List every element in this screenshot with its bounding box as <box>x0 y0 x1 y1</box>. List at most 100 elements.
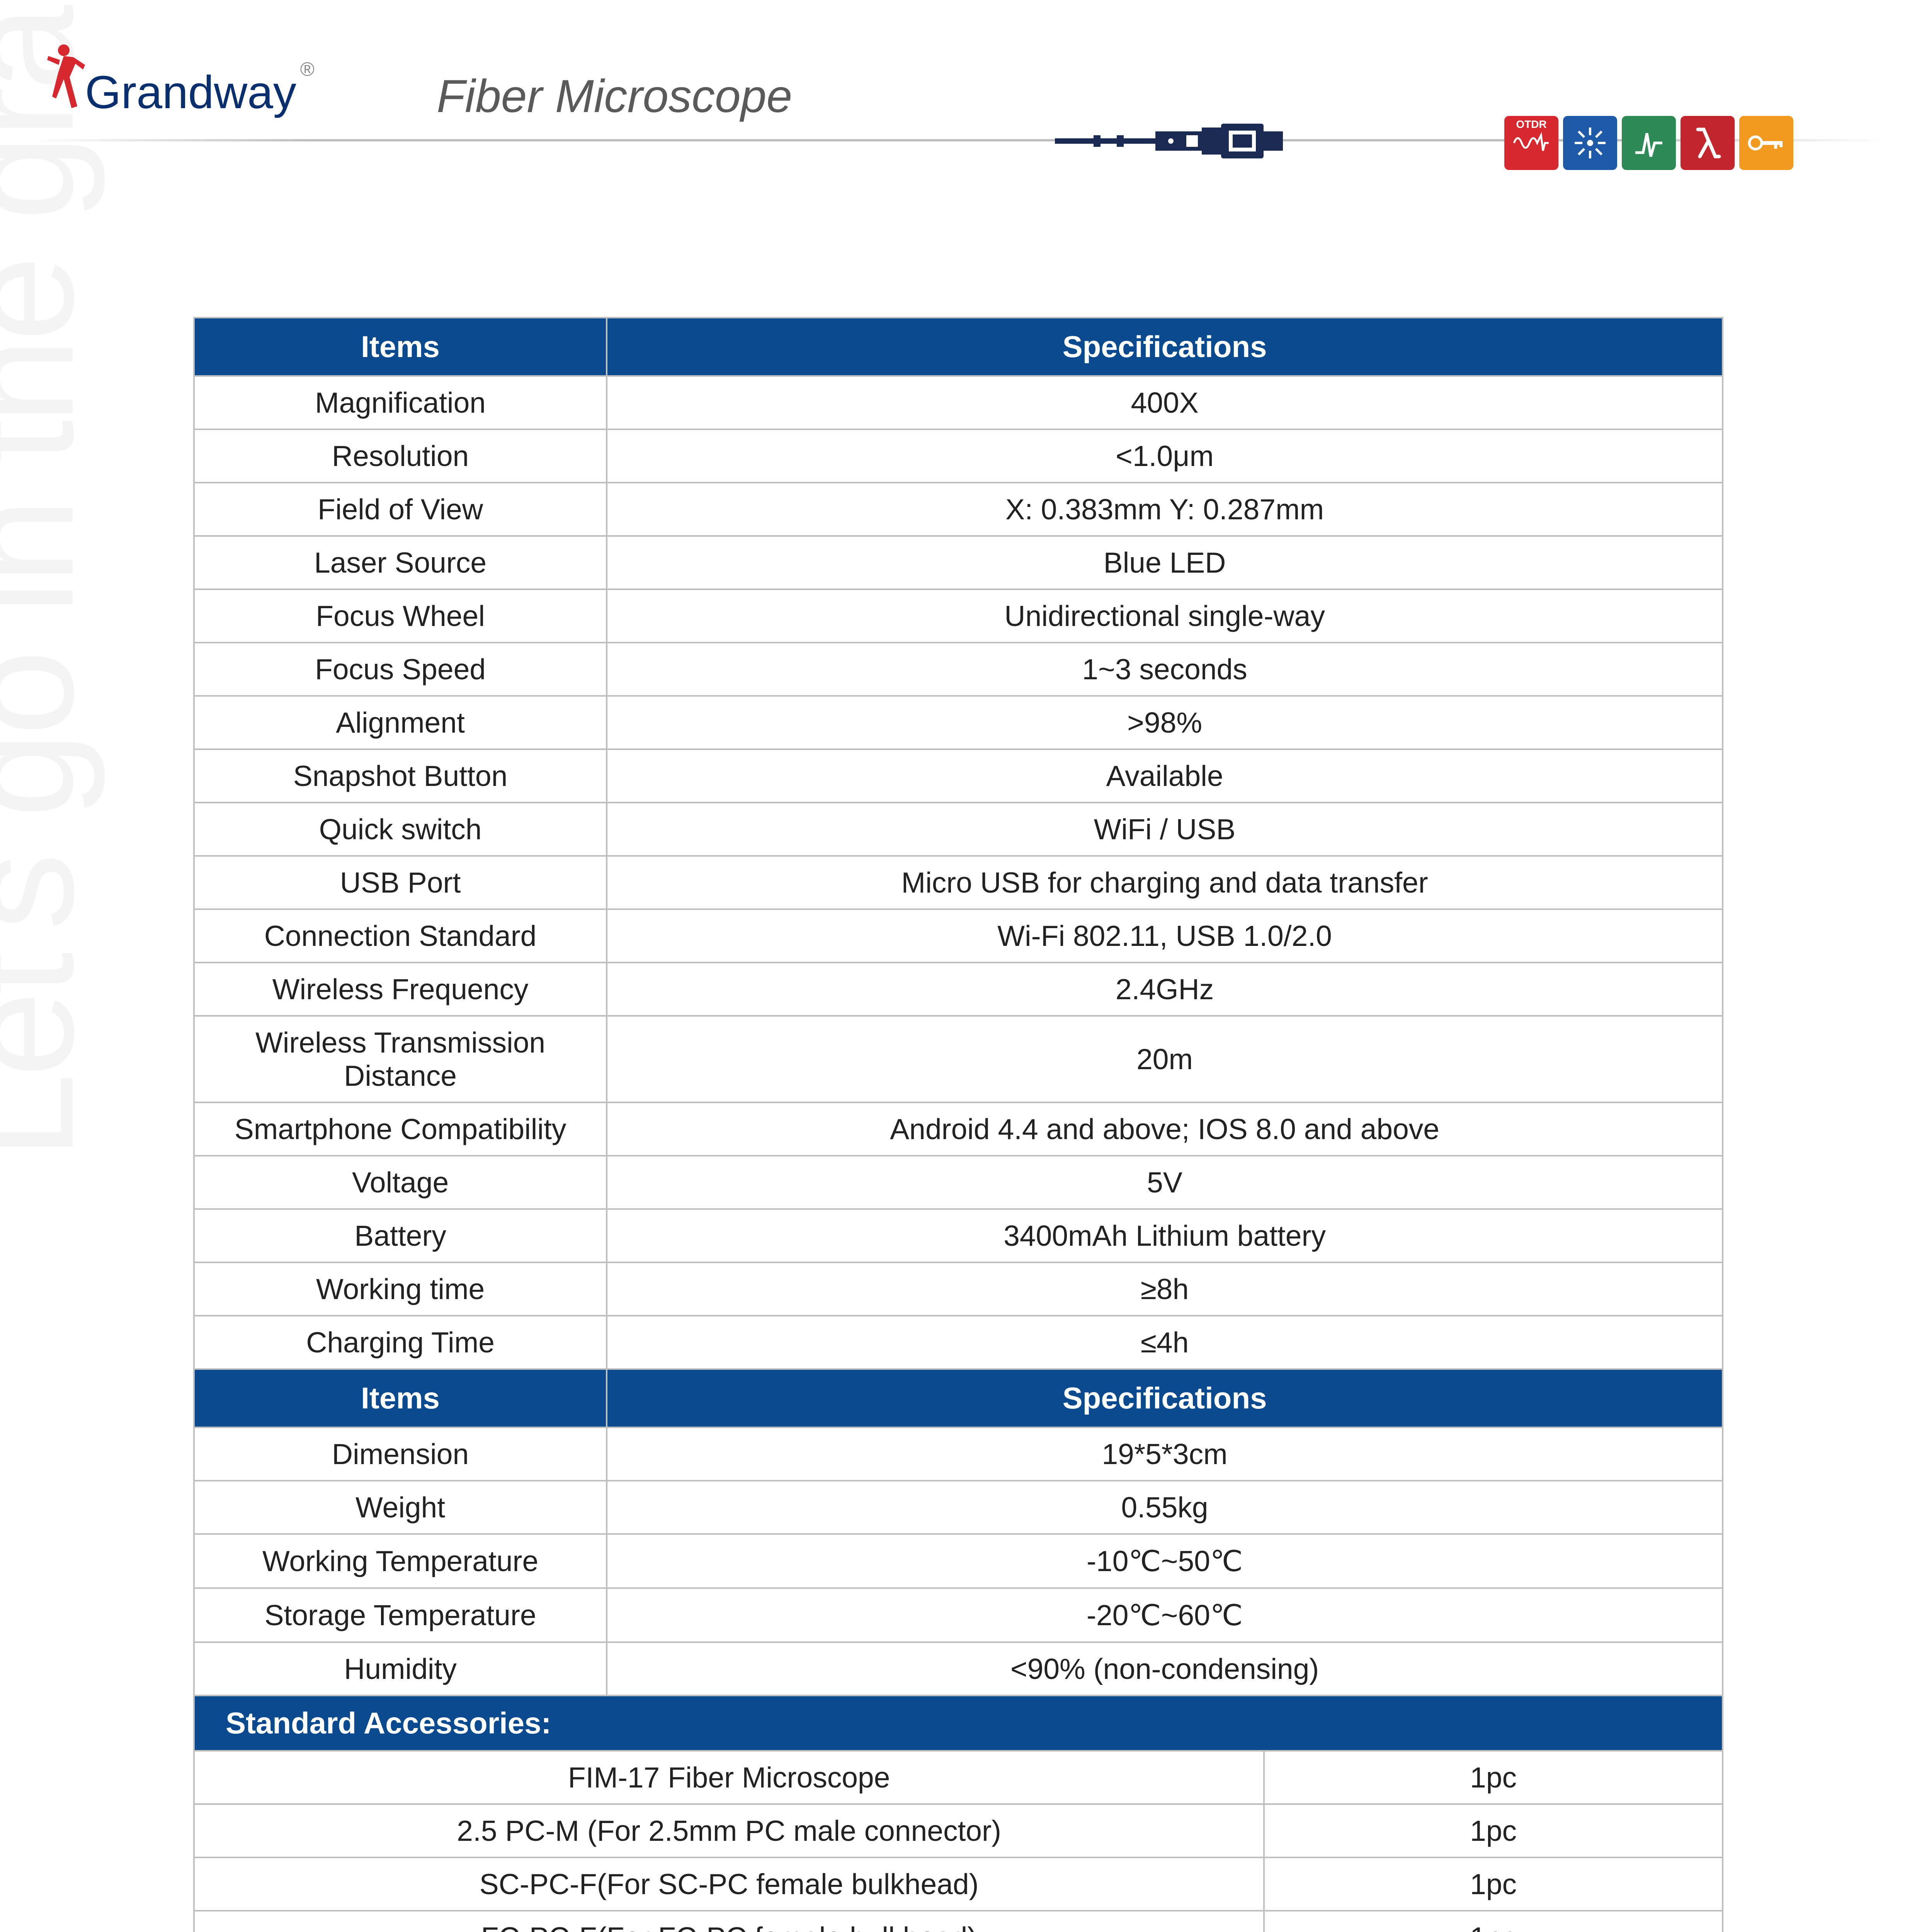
table-row: Battery3400mAh Lithium battery <box>194 1209 1723 1262</box>
table-header: Items Specifications <box>194 318 1723 376</box>
otdr-icon: OTDR <box>1504 116 1558 170</box>
table-row: Storage Temperature-20℃~60℃ <box>194 1588 1723 1642</box>
table-row: Humidity<90% (non-condensing) <box>194 1642 1723 1696</box>
item-cell: Focus Speed <box>194 643 607 696</box>
table-row: USB PortMicro USB for charging and data … <box>194 856 1723 909</box>
table-row: Focus Speed1~3 seconds <box>194 643 1723 696</box>
spec-cell: 1~3 seconds <box>607 643 1723 696</box>
table-row: Working Temperature-10℃~50℃ <box>194 1534 1723 1588</box>
accessory-name-cell: SC-PC-F(For SC-PC female bulkhead) <box>194 1857 1264 1911</box>
spec-cell: Available <box>607 749 1723 803</box>
spec-content: Items Specifications Magnification400XRe… <box>193 317 1723 1932</box>
item-cell: Humidity <box>194 1642 607 1696</box>
spec-cell: ≥8h <box>607 1262 1723 1316</box>
spec-cell: -10℃~50℃ <box>607 1534 1723 1588</box>
item-cell: Weight <box>194 1481 607 1534</box>
accessories-title: Standard Accessories: <box>194 1696 1723 1751</box>
table-row: Charging Time≤4h <box>194 1316 1723 1369</box>
spec-cell: Unidirectional single-way <box>607 589 1723 643</box>
table-row: Magnification400X <box>194 376 1723 429</box>
item-cell: Resolution <box>194 429 607 483</box>
brand-name: Grandway <box>85 66 296 119</box>
burst-icon <box>1563 116 1617 170</box>
spec-cell: WiFi / USB <box>607 803 1723 856</box>
table-row: Laser SourceBlue LED <box>194 536 1723 589</box>
item-cell: Smartphone Compatibility <box>194 1102 607 1156</box>
spec-cell: -20℃~60℃ <box>607 1588 1723 1642</box>
table-row: Focus WheelUnidirectional single-way <box>194 589 1723 643</box>
item-cell: Working Temperature <box>194 1534 607 1588</box>
table-row: Wireless Transmission Distance20m <box>194 1016 1723 1102</box>
table-row: SC-PC-F(For SC-PC female bulkhead)1pc <box>194 1857 1723 1911</box>
specifications-table: Items Specifications Magnification400XRe… <box>193 317 1723 1752</box>
product-icon-strip: OTDR <box>1504 116 1793 170</box>
spec-cell: 400X <box>607 376 1723 429</box>
accessories-header: Standard Accessories: <box>194 1696 1723 1751</box>
page-title: Fiber Microscope <box>437 70 792 123</box>
brand-logo: Grandway ® <box>43 43 315 119</box>
table-row: 2.5 PC-M (For 2.5mm PC male connector)1p… <box>194 1804 1723 1857</box>
item-cell: Working time <box>194 1262 607 1316</box>
item-cell: USB Port <box>194 856 607 909</box>
item-cell: Snapshot Button <box>194 749 607 803</box>
spec-cell: ≤4h <box>607 1316 1723 1369</box>
table-row: Wireless Frequency2.4GHz <box>194 963 1723 1016</box>
col-specs-2: Specifications <box>607 1369 1723 1427</box>
otdr-label: OTDR <box>1504 118 1558 131</box>
accessories-table: FIM-17 Fiber Microscope1pc2.5 PC-M (For … <box>193 1750 1723 1932</box>
spec-cell: 2.4GHz <box>607 963 1723 1016</box>
item-cell: Dimension <box>194 1427 607 1481</box>
item-cell: Storage Temperature <box>194 1588 607 1642</box>
spec-cell: X: 0.383mm Y: 0.287mm <box>607 483 1723 536</box>
connector-icon <box>1055 120 1287 162</box>
table-row: Field of ViewX: 0.383mm Y: 0.287mm <box>194 483 1723 536</box>
item-cell: Magnification <box>194 376 607 429</box>
trademark-symbol: ® <box>300 58 315 80</box>
spec-cell: 5V <box>607 1156 1723 1209</box>
lambda-icon <box>1681 116 1735 170</box>
item-cell: Connection Standard <box>194 909 607 963</box>
item-cell: Wireless Transmission Distance <box>194 1016 607 1102</box>
table-row: Quick switchWiFi / USB <box>194 803 1723 856</box>
table-row: Connection StandardWi-Fi 802.11, USB 1.0… <box>194 909 1723 963</box>
spec-cell: 19*5*3cm <box>607 1427 1723 1481</box>
spec-cell: Micro USB for charging and data transfer <box>607 856 1723 909</box>
page-header: Grandway ® Fiber Microscope OTDR <box>31 43 1886 139</box>
col-items-2: Items <box>194 1369 607 1427</box>
item-cell: Alignment <box>194 696 607 749</box>
spec-cell: Blue LED <box>607 536 1723 589</box>
item-cell: Wireless Frequency <box>194 963 607 1016</box>
table-row: Alignment>98% <box>194 696 1723 749</box>
accessory-qty-cell: 1pc <box>1264 1857 1723 1911</box>
accessory-qty-cell: 1pc <box>1264 1911 1723 1932</box>
col-items: Items <box>194 318 607 376</box>
table-row: FIM-17 Fiber Microscope1pc <box>194 1751 1723 1804</box>
accessory-name-cell: 2.5 PC-M (For 2.5mm PC male connector) <box>194 1804 1264 1857</box>
table-row: Voltage5V <box>194 1156 1723 1209</box>
spec-cell: <90% (non-condensing) <box>607 1642 1723 1696</box>
table-row: Smartphone CompatibilityAndroid 4.4 and … <box>194 1102 1723 1156</box>
item-cell: Voltage <box>194 1156 607 1209</box>
spec-cell: <1.0μm <box>607 429 1723 483</box>
item-cell: Battery <box>194 1209 607 1262</box>
accessory-name-cell: FC-PC-F(For FC-PC female bulkhead) <box>194 1911 1264 1932</box>
accessory-qty-cell: 1pc <box>1264 1751 1723 1804</box>
item-cell: Quick switch <box>194 803 607 856</box>
spec-cell: Android 4.4 and above; IOS 8.0 and above <box>607 1102 1723 1156</box>
table-row: Working time≥8h <box>194 1262 1723 1316</box>
pulse-icon <box>1622 116 1676 170</box>
spec-cell: >98% <box>607 696 1723 749</box>
watermark-text: Let's go in the grandway! <box>0 0 108 1159</box>
spec-cell: 0.55kg <box>607 1481 1723 1534</box>
spec-cell: 20m <box>607 1016 1723 1102</box>
table-row: FC-PC-F(For FC-PC female bulkhead)1pc <box>194 1911 1723 1932</box>
accessory-qty-cell: 1pc <box>1264 1804 1723 1857</box>
item-cell: Laser Source <box>194 536 607 589</box>
spec-cell: 3400mAh Lithium battery <box>607 1209 1723 1262</box>
table-row: Dimension19*5*3cm <box>194 1427 1723 1481</box>
table-row: Snapshot ButtonAvailable <box>194 749 1723 803</box>
key-icon <box>1739 116 1793 170</box>
item-cell: Charging Time <box>194 1316 607 1369</box>
spec-cell: Wi-Fi 802.11, USB 1.0/2.0 <box>607 909 1723 963</box>
item-cell: Field of View <box>194 483 607 536</box>
